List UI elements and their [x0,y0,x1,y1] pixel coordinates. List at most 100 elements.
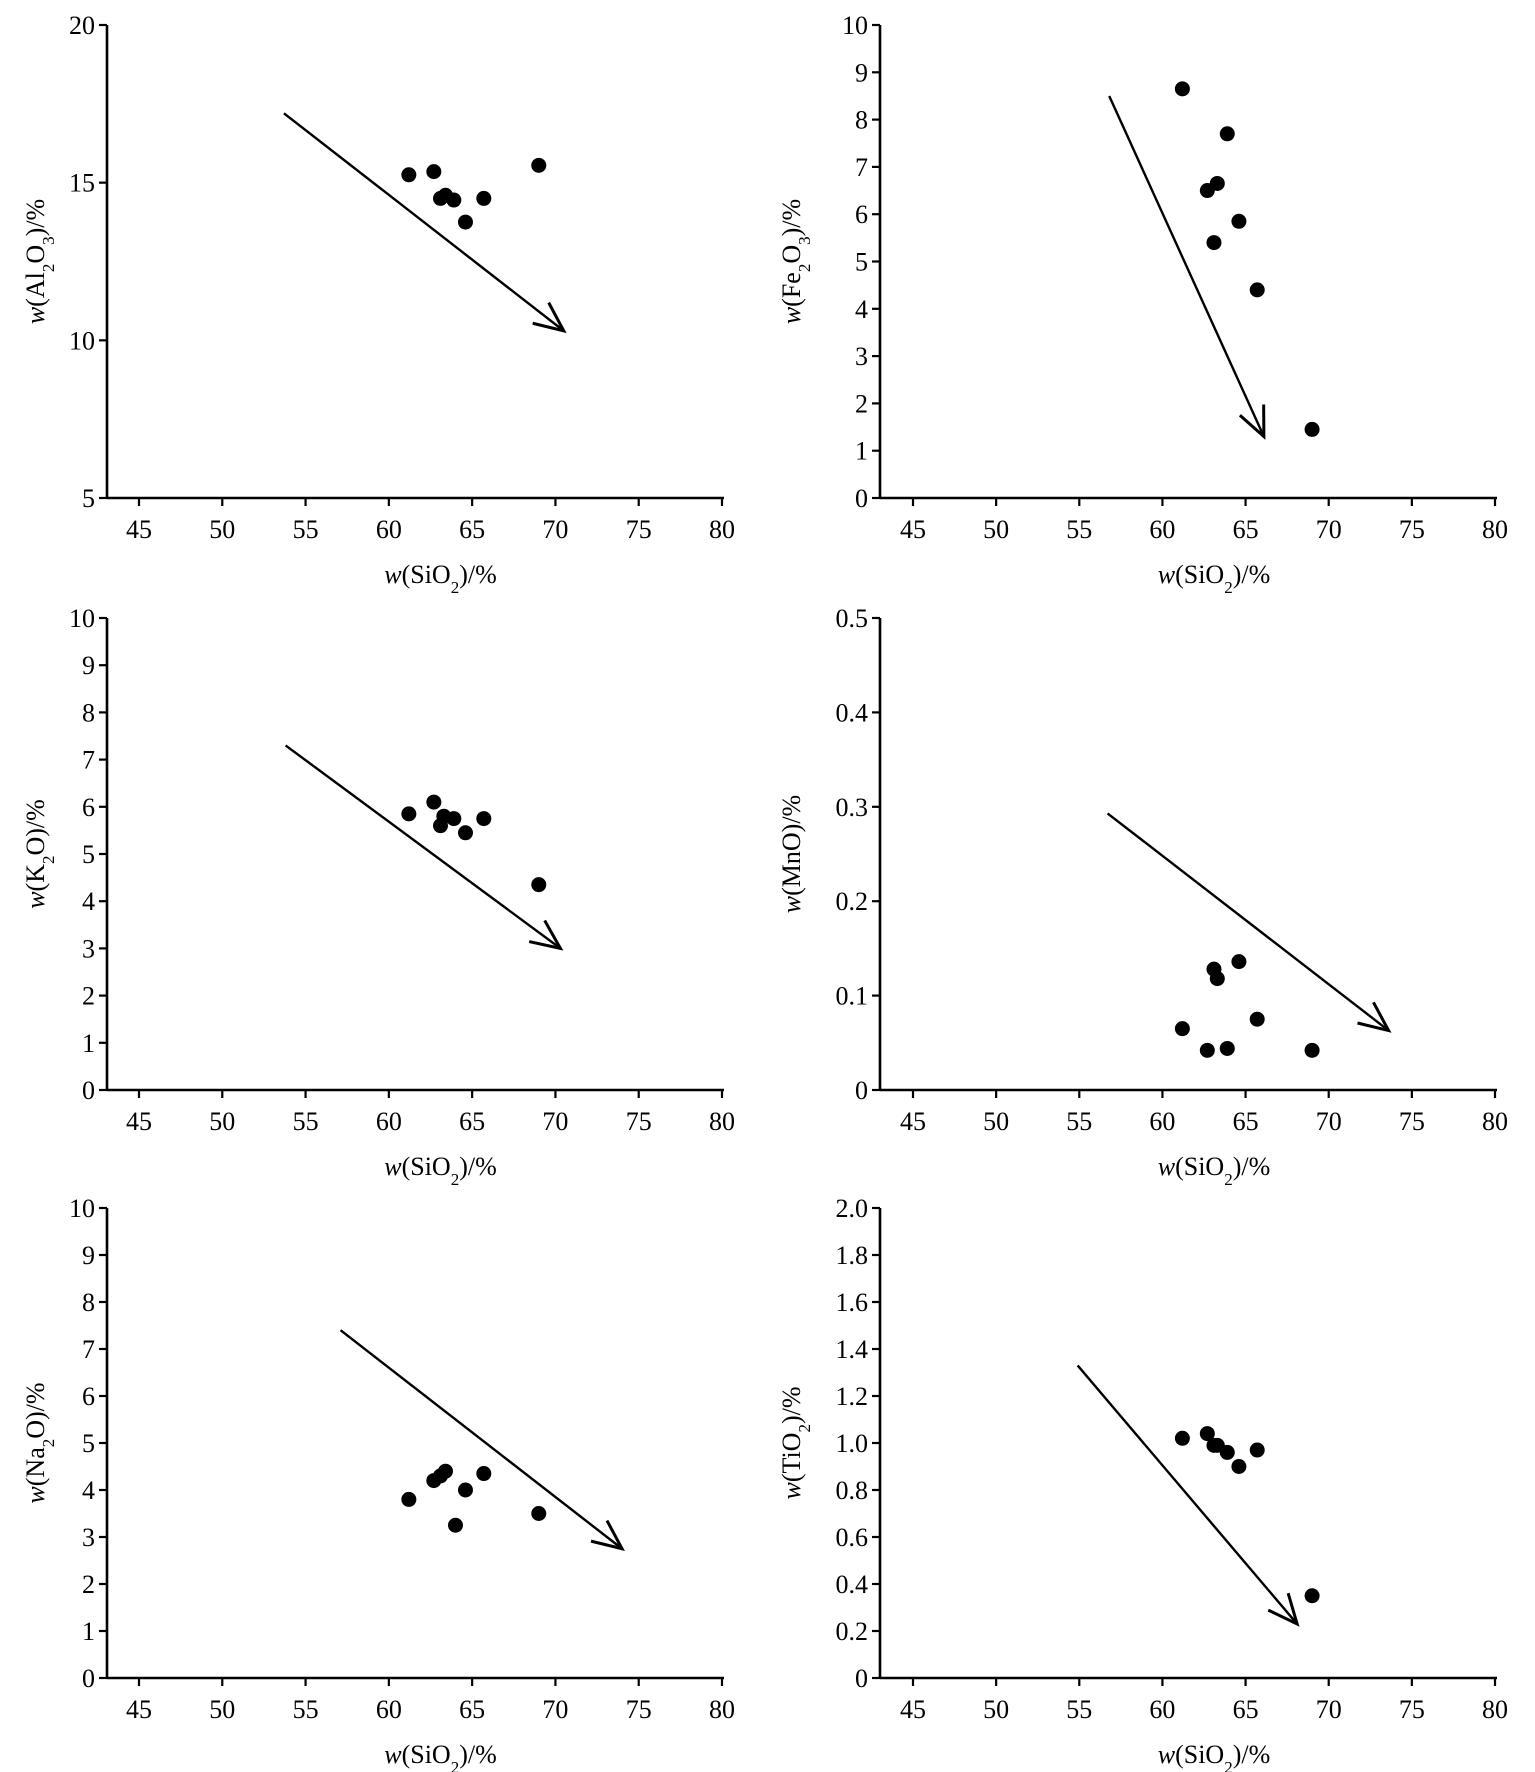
data-point [1174,81,1190,97]
y-axis-title: w(Fe2O3)/% [777,199,814,324]
data-point [1209,971,1225,987]
y-tick-label: 0 [82,1076,95,1105]
y-axis-title: w(Al2O3)/% [21,199,58,324]
y-tick-label: 0.6 [836,1523,869,1552]
data-point [1304,1042,1320,1058]
y-tick-label: 20 [69,11,95,40]
data-point [531,157,547,173]
data-point [1199,1042,1215,1058]
x-tick-label: 65 [459,515,485,544]
x-tick-label: 80 [1482,515,1508,544]
data-point [1174,1021,1190,1037]
y-tick-label: 0.2 [836,887,869,916]
x-tick-label: 45 [126,1695,152,1724]
y-tick-label: 9 [82,651,95,680]
y-tick-label: 10 [69,604,95,633]
x-tick-label: 60 [1149,515,1175,544]
y-tick-label: 8 [855,106,868,135]
x-tick-label: 65 [1233,1695,1259,1724]
x-tick-label: 55 [1066,1107,1092,1136]
y-tick-label: 5 [82,840,95,869]
y-tick-label: 15 [69,169,95,198]
trend-arrow-line [284,744,562,950]
y-tick-label: 1.8 [836,1241,869,1270]
y-tick-label: 0.4 [836,1570,869,1599]
x-axis-title: w(SiO2)/% [1158,1740,1271,1772]
y-tick-label: 0 [855,484,868,513]
data-point [1206,235,1222,251]
x-tick-label: 45 [126,1107,152,1136]
x-tick-label: 80 [1482,1695,1508,1724]
data-point [1231,954,1247,970]
y-tick-label: 6 [82,1382,95,1411]
data-point [1174,1430,1190,1446]
y-tick-label: 7 [855,153,868,182]
x-axis-title: w(SiO2)/% [1158,560,1271,597]
x-tick-label: 60 [376,515,402,544]
x-tick-label: 65 [1233,1107,1259,1136]
trend-arrow-head-icon [590,1519,625,1552]
trend-arrow-line [1106,812,1390,1032]
x-tick-label: 60 [1149,1695,1175,1724]
data-point [1209,175,1225,191]
x-tick-label: 55 [293,1107,319,1136]
data-point [1219,1444,1235,1460]
y-tick-label: 8 [82,1288,95,1317]
x-tick-label: 75 [626,1107,652,1136]
chart-al2o3: 5 10 15 20 45 50 55 60 65 70 75 80 w(SiO2)/% w(Al2O3)… [21,11,735,597]
y-tick-label: 2.0 [836,1194,869,1223]
y-tick-label: 5 [82,1429,95,1458]
trend-arrow-line [1076,1364,1299,1625]
x-tick-label: 65 [459,1695,485,1724]
x-axis-title: w(SiO2)/% [1158,1152,1271,1189]
data-point [401,806,417,822]
trend-arrow-head-icon [1267,1592,1300,1627]
x-tick-label: 75 [1399,1695,1425,1724]
data-point [1231,1459,1247,1474]
data-point [531,1506,547,1521]
trend-arrow-head-icon [1357,1001,1392,1033]
x-tick-label: 75 [626,1695,652,1724]
x-tick-label: 80 [709,1107,735,1136]
y-tick-label: 1.0 [836,1429,869,1458]
data-point [1304,421,1320,437]
x-tick-label: 75 [1399,1107,1425,1136]
x-tick-label: 75 [1399,515,1425,544]
x-tick-label: 45 [900,1107,926,1136]
chart-mno: 0 0.1 0.2 0.3 0.4 0.5 45 50 55 60 65 70 75 80 w(SiO2)/… [777,604,1508,1189]
y-tick-label: 1.2 [836,1382,869,1411]
data-point [426,164,442,180]
data-point [1199,1426,1215,1442]
y-tick-label: 0.8 [836,1476,869,1505]
x-tick-label: 60 [376,1695,402,1724]
x-tick-label: 50 [983,515,1009,544]
data-point [1249,282,1265,298]
x-tick-label: 70 [542,1695,568,1724]
trend-arrow-line [339,1329,623,1550]
x-tick-label: 50 [983,1107,1009,1136]
x-tick-label: 75 [626,515,652,544]
y-tick-label: 9 [855,58,868,87]
y-tick-label: 4 [855,295,868,324]
data-point [476,811,492,827]
y-tick-label: 1 [82,1617,95,1646]
x-tick-label: 50 [209,515,235,544]
y-tick-label: 10 [69,326,95,355]
y-tick-label: 0.2 [836,1617,869,1646]
data-point [1249,1442,1265,1458]
y-tick-label: 0 [82,1664,95,1693]
data-point [437,1463,453,1479]
y-tick-label: 6 [855,200,868,229]
x-tick-label: 80 [1482,1107,1508,1136]
y-axis-title: w(Na2O)/% [21,1382,58,1503]
y-tick-label: 2 [855,389,868,418]
data-point [446,811,462,827]
data-point [457,214,473,230]
y-tick-label: 0.3 [836,793,869,822]
x-tick-label: 55 [1066,515,1092,544]
trend-arrow-head-icon [532,301,567,334]
data-point [1219,126,1235,142]
y-tick-label: 4 [82,887,95,916]
